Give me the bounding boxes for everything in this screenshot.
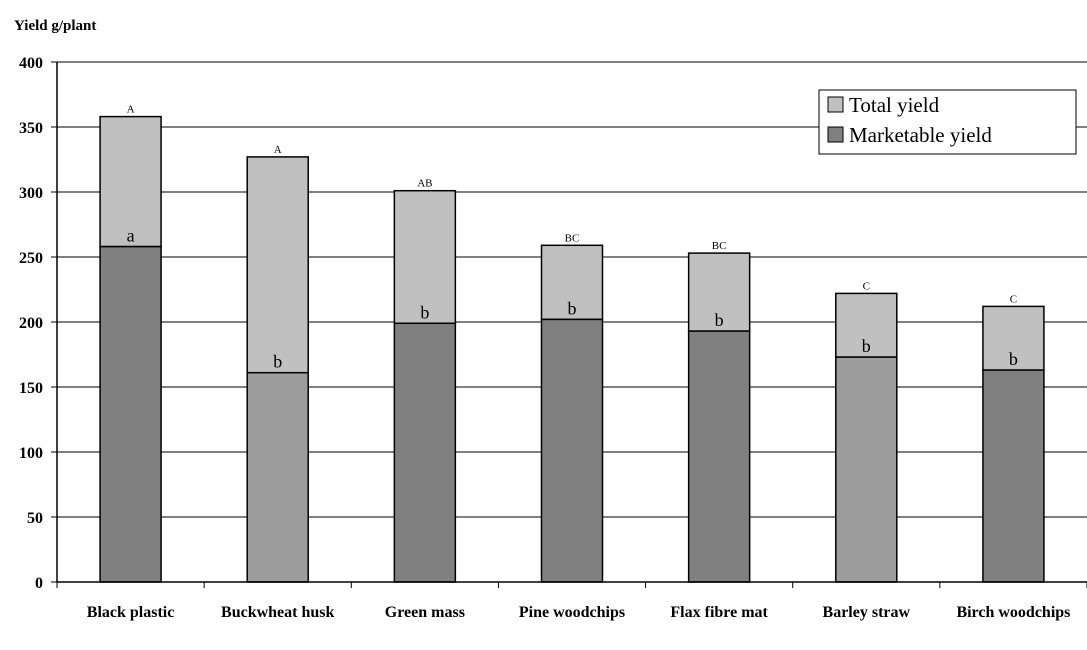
y-tick-label-300: 300 [19, 185, 43, 202]
legend-swatch-marketable-yield [827, 126, 844, 143]
y-tick-label-350: 350 [19, 120, 43, 137]
bar-marketable-green-mass [393, 322, 457, 583]
legend-label-marketable-yield: Marketable yield [849, 123, 992, 147]
category-label-black-plastic: Black plastic [87, 604, 175, 621]
axes: 0 50 100 150 200 250 300 350 400 [19, 55, 1087, 592]
y-tick-label-400: 400 [19, 55, 43, 72]
bar-total-birch-woodchips [982, 305, 1045, 371]
bar-marketable-black-plastic [99, 245, 162, 583]
y-tick-label-50: 50 [27, 510, 43, 527]
total-letter-buckwheat-husk: A [274, 144, 282, 156]
category-label-flax-fibre-mat: Flax fibre mat [670, 604, 768, 621]
bar-total-barley-straw [835, 292, 898, 358]
legend-label-total-yield: Total yield [849, 93, 940, 117]
marketable-letter-barley-straw: b [862, 336, 871, 356]
marketable-letter-black-plastic: a [127, 226, 135, 246]
legend: Total yield Marketable yield [818, 89, 1077, 155]
marketable-letter-pine-woodchips: b [568, 298, 577, 318]
total-letter-green-mass: AB [417, 178, 432, 190]
legend-swatch-total-yield [827, 96, 844, 113]
category-label-birch-woodchips: Birch woodchips [956, 604, 1070, 621]
y-tick-label-0: 0 [35, 575, 43, 592]
y-tick-label-150: 150 [19, 380, 43, 397]
category-label-buckwheat-husk: Buckwheat husk [221, 604, 334, 621]
labels: Aa Black plastic Ab Buckwheat husk AB b Green … [87, 104, 1071, 621]
bar-total-flax-fibre-mat [687, 252, 751, 332]
total-letter-barley-straw: C [863, 280, 870, 292]
bars [99, 115, 1045, 583]
category-label-barley-straw: Barley straw [823, 604, 911, 621]
category-label-green-mass: Green mass [385, 604, 465, 621]
marketable-letter-flax-fibre-mat: b [715, 310, 724, 330]
bar-marketable-flax-fibre-mat [687, 330, 751, 583]
y-tick-label-100: 100 [19, 445, 43, 462]
bar-total-pine-woodchips [540, 244, 604, 321]
total-letter-black-plastic: A [127, 104, 135, 116]
bar-marketable-birch-woodchips [982, 369, 1045, 583]
bar-marketable-pine-woodchips [540, 318, 604, 583]
bar-total-buckwheat-husk [246, 156, 309, 374]
y-tick-label-200: 200 [19, 315, 43, 332]
category-label-pine-woodchips: Pine woodchips [519, 604, 625, 621]
y-tick-label-250: 250 [19, 250, 43, 267]
legend-box [818, 89, 1077, 155]
total-letter-pine-woodchips: BC [565, 232, 580, 244]
total-letter-birch-woodchips: C [1010, 293, 1017, 305]
marketable-letter-green-mass: b [420, 302, 429, 322]
bar-total-black-plastic [99, 115, 162, 248]
marketable-letter-buckwheat-husk: b [273, 352, 282, 372]
total-letter-flax-fibre-mat: BC [712, 240, 727, 252]
marketable-letter-birch-woodchips: b [1009, 349, 1018, 369]
bar-marketable-barley-straw [835, 356, 898, 583]
y-axis-title: Yield g/plant [14, 18, 96, 34]
bar-marketable-buckwheat-husk [246, 371, 309, 583]
